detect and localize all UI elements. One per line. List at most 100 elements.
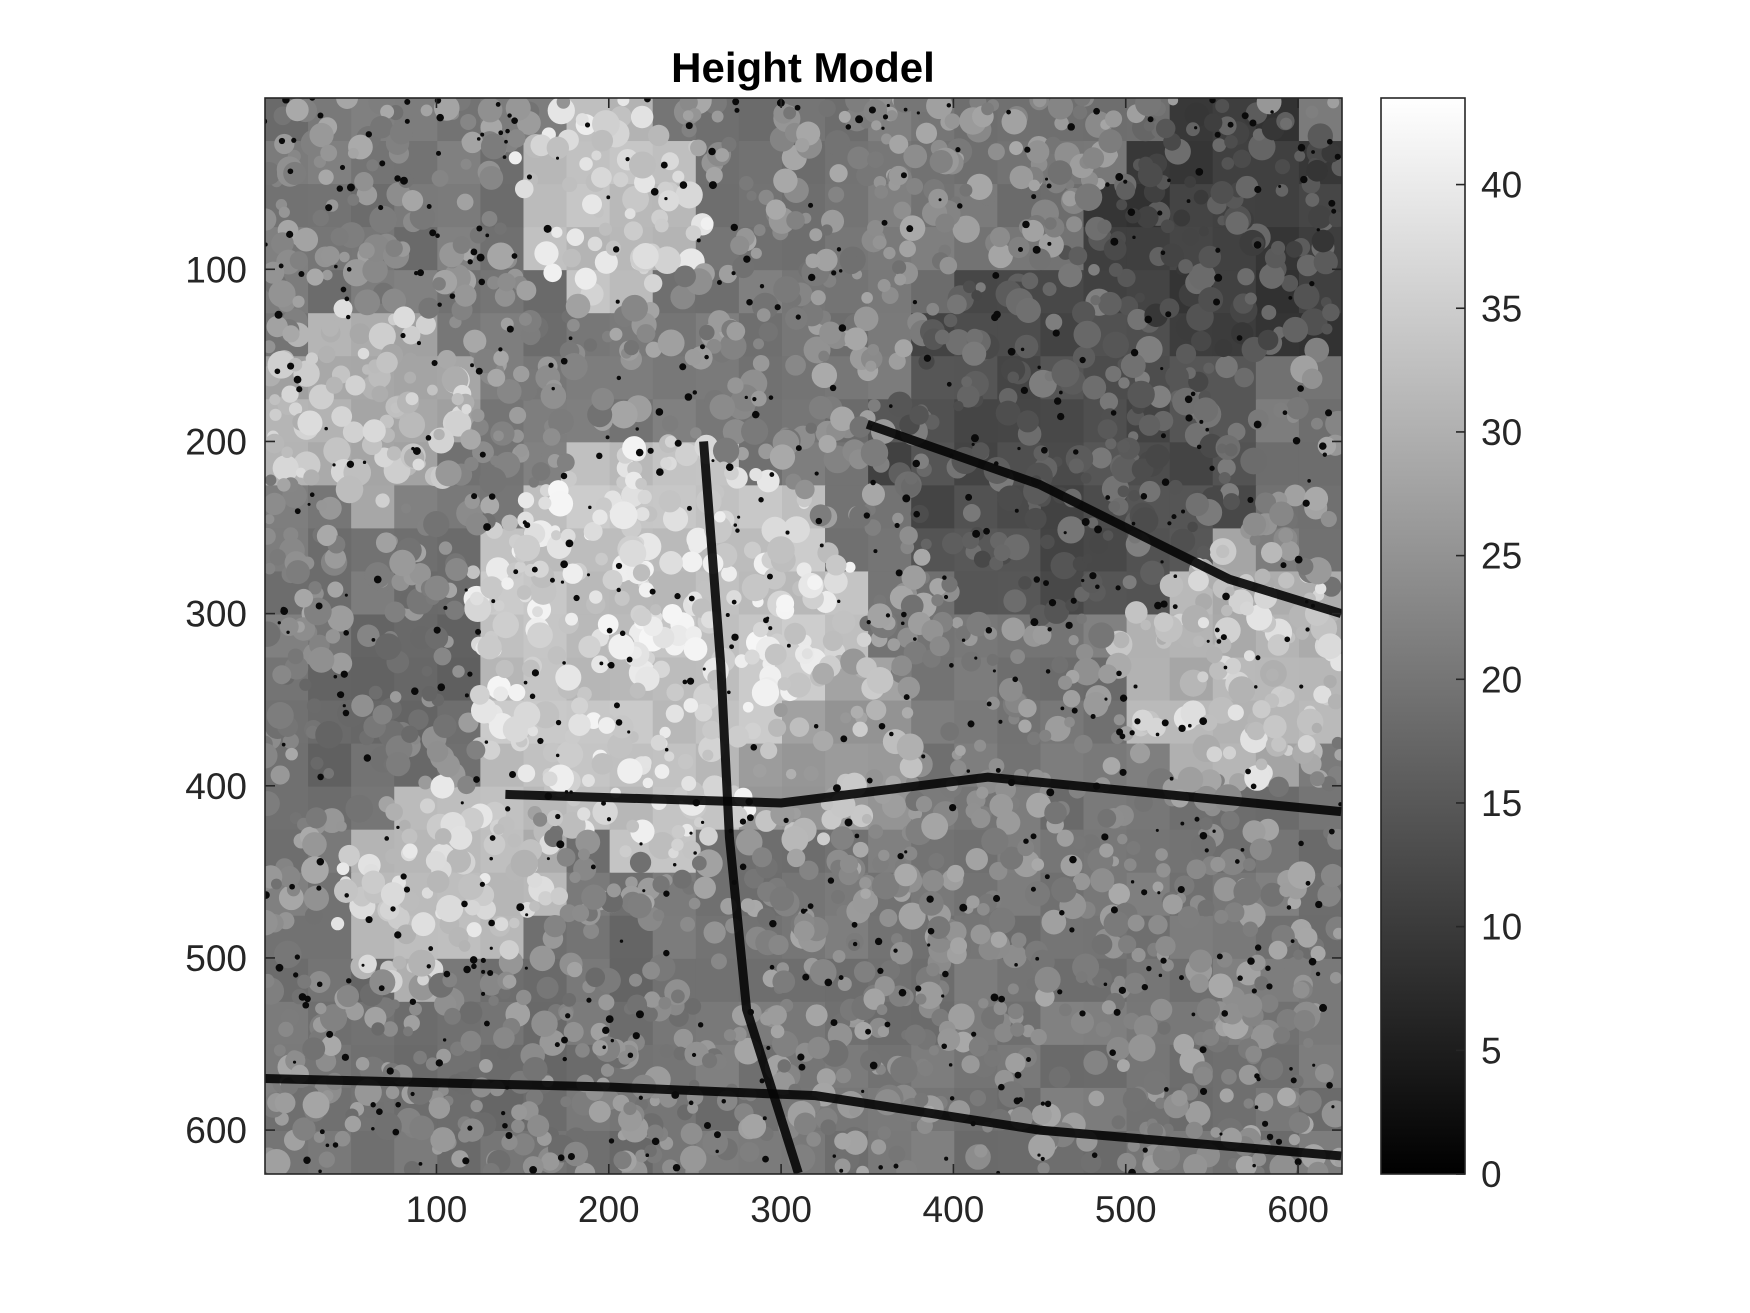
tree-crown	[968, 1036, 989, 1057]
tree-crown	[592, 1040, 609, 1056]
tree-crown	[705, 166, 723, 184]
tree-crown	[684, 349, 702, 366]
tree-crown	[661, 415, 679, 432]
ground-pixel	[861, 1089, 865, 1093]
ground-pixel	[460, 801, 464, 805]
ground-pixel	[1014, 508, 1019, 513]
tree-crown	[430, 1127, 456, 1153]
ground-pixel	[774, 304, 781, 311]
tree-crown	[854, 1021, 873, 1040]
ground-pixel	[436, 150, 442, 156]
tree-crown	[1224, 902, 1245, 923]
ground-pixel	[1046, 183, 1052, 189]
ground-pixel	[1181, 509, 1186, 514]
x-tick-label: 200	[578, 1189, 640, 1230]
tree-crown	[488, 995, 499, 1006]
tree-crown	[1273, 402, 1289, 418]
ground-pixel	[1110, 410, 1117, 416]
tree-crown	[1028, 1133, 1056, 1161]
tree-crown	[320, 144, 338, 162]
ground-pixel	[590, 864, 596, 870]
tree-crown	[1238, 902, 1266, 930]
tree-crown	[292, 295, 305, 308]
tree-crown	[502, 974, 517, 989]
tree-crown	[278, 206, 290, 218]
ground-pixel	[1194, 126, 1198, 130]
ground-pixel	[1095, 584, 1100, 590]
ground-pixel	[901, 611, 907, 618]
tree-crown	[818, 350, 830, 362]
ground-pixel	[1247, 957, 1255, 965]
tree-crown	[1098, 291, 1122, 316]
tree-crown	[1323, 674, 1337, 689]
tree-crown	[265, 433, 285, 454]
tree-crown	[1062, 190, 1078, 207]
tree-crown	[899, 755, 923, 779]
ground-pixel	[1079, 1010, 1086, 1017]
tree-crown	[1187, 521, 1198, 533]
ground-pixel	[1128, 1168, 1136, 1174]
tree-crown	[706, 338, 722, 354]
tree-crown	[887, 391, 913, 417]
tree-crown	[321, 319, 339, 337]
ground-pixel	[1319, 442, 1327, 450]
tree-crown	[886, 110, 898, 121]
tree-crown	[1010, 649, 1026, 665]
ground-pixel	[970, 434, 979, 443]
tree-crown	[952, 215, 980, 243]
tree-crown	[265, 514, 275, 525]
tree-crown	[758, 322, 778, 342]
tree-crown	[1170, 528, 1196, 554]
ground-pixel	[990, 993, 999, 1002]
ground-pixel	[1073, 449, 1079, 455]
ground-pixel	[895, 569, 903, 577]
tree-crown	[1197, 899, 1215, 917]
ground-pixel	[1014, 1071, 1022, 1079]
tree-crown	[682, 110, 694, 121]
tree-crown	[1310, 945, 1326, 961]
tree-crown	[894, 273, 907, 286]
ground-pixel	[1144, 315, 1153, 324]
ground-pixel	[606, 817, 612, 822]
ground-pixel	[686, 677, 695, 685]
tree-crown	[381, 288, 407, 313]
ground-pixel	[555, 753, 560, 758]
tree-crown	[372, 704, 393, 725]
ground-pixel	[1309, 280, 1315, 287]
tree-crown	[1188, 263, 1216, 291]
tree-crown	[1090, 447, 1112, 469]
tree-crown	[1155, 935, 1176, 957]
tree-crown	[1159, 573, 1184, 598]
tree-crown	[577, 807, 591, 821]
tree-crown	[336, 98, 359, 109]
tree-crown	[466, 565, 480, 579]
tree-crown	[739, 1142, 760, 1163]
ground-pixel	[1205, 427, 1210, 432]
tree-crown	[899, 240, 916, 258]
ground-pixel	[605, 1015, 614, 1023]
tree-crown	[551, 530, 562, 541]
tree-crown	[772, 970, 796, 994]
y-tick-label: 100	[185, 249, 247, 290]
tree-crown	[807, 575, 823, 591]
ground-pixel	[1022, 220, 1030, 229]
tree-crown	[320, 246, 340, 266]
ground-pixel	[511, 253, 518, 259]
tree-crown	[1001, 617, 1025, 641]
tree-crown	[1118, 935, 1137, 954]
ground-pixel	[992, 669, 996, 673]
tree-crown	[374, 633, 402, 661]
tree-crown	[1000, 846, 1024, 870]
ground-pixel	[1213, 298, 1221, 306]
tree-crown	[320, 1035, 342, 1057]
ground-pixel	[1113, 1008, 1121, 1016]
tree-crown	[402, 843, 418, 859]
tree-crown	[1090, 868, 1115, 893]
tree-crown	[374, 1112, 402, 1141]
tree-crown	[401, 190, 424, 212]
ground-pixel	[274, 368, 281, 375]
tree-crown	[1103, 910, 1130, 937]
tree-crown	[1185, 1121, 1203, 1140]
tree-crown	[946, 294, 967, 315]
tree-crown	[513, 534, 541, 562]
